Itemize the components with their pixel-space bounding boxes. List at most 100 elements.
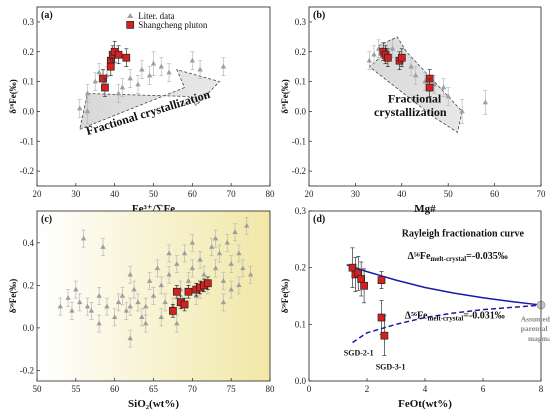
- shangcheng-point: [425, 83, 434, 92]
- x-tick-label: 60: [188, 189, 198, 199]
- liter-data-point: [232, 229, 238, 235]
- liter-data-point: [143, 303, 149, 309]
- liter-data-point: [459, 108, 465, 114]
- curve-solid-label-value: =-0.035‰: [466, 251, 508, 262]
- liter-data-point: [80, 235, 87, 241]
- liter-data-point: [69, 307, 75, 313]
- liter-data-point: [197, 256, 203, 262]
- x-tick-label: 70: [188, 384, 198, 394]
- shangcheng-point: [377, 313, 386, 322]
- liter-data-point: [389, 45, 396, 51]
- liter-data-point: [236, 282, 242, 288]
- y-tick-label: 0.2: [295, 47, 306, 57]
- y-axis-label-d: δ⁵⁶Fe(‰): [280, 279, 290, 314]
- shangcheng-point: [380, 331, 389, 340]
- shangcheng-point: [384, 53, 392, 62]
- y-tick-label: 0.0: [23, 323, 35, 333]
- x-tick-label: 8: [539, 384, 544, 394]
- liter-data-point: [181, 250, 188, 256]
- curve-solid-label-sub: melt-crystal: [430, 255, 466, 263]
- liter-data-point: [209, 244, 215, 249]
- y-tick-label: 0.3: [23, 17, 35, 27]
- x-tick-label: 20: [305, 189, 315, 199]
- x-tick-label: 80: [266, 189, 276, 199]
- liter-data-point: [146, 72, 153, 78]
- shangcheng-point: [106, 62, 115, 71]
- liter-data-point: [77, 299, 83, 305]
- y-tick-label: 0.0: [295, 376, 307, 386]
- liter-data-point: [88, 307, 95, 313]
- panel-c: 50 55 60 65 70 75 80 -0.2 0.0 0.2 0.4 (c) SiO₂(wt%…: [8, 210, 275, 410]
- y-tick-label: 0.4: [23, 238, 35, 248]
- liter-data-point: [236, 250, 242, 256]
- x-tick-label: 50: [33, 384, 43, 394]
- liter-data-point: [166, 271, 172, 277]
- x-tick-label: 0: [307, 384, 312, 394]
- y-tick-label: 0.0: [23, 106, 35, 116]
- liter-data-point: [65, 295, 71, 300]
- x-tick-label: 40: [397, 189, 407, 199]
- liter-data-point: [57, 303, 63, 309]
- rayleigh-curve-solid: [346, 264, 542, 306]
- liter-data-point: [150, 60, 157, 66]
- liter-data-point: [127, 303, 133, 309]
- liter-data-point: [408, 63, 414, 69]
- y-tick-label: 0.2: [23, 280, 34, 290]
- panel-a: 20 30 40 50 60 70 80 -0.2 -0.1 0.0 0.1 0.2 0.3 (a) L…: [8, 6, 275, 215]
- liter-data-point: [127, 271, 133, 277]
- parent-magma-label-1: Assumed: [521, 315, 550, 324]
- liter-data-point: [154, 265, 161, 271]
- panel-d-marks: [348, 247, 546, 356]
- curve-dashed-label-prefix: Δ⁵⁶Fe: [405, 311, 428, 322]
- shangcheng-point: [397, 53, 406, 62]
- x-tick-label: 60: [490, 189, 500, 199]
- liter-data-point: [174, 320, 180, 326]
- liter-data-point: [135, 81, 141, 87]
- liter-data-point: [189, 239, 196, 245]
- panel-label-d: (d): [313, 214, 325, 225]
- x-tick-label: 70: [537, 189, 547, 199]
- liter-data-point: [366, 57, 373, 63]
- shangcheng-point: [360, 281, 368, 290]
- panel-label-c: (c): [41, 214, 52, 225]
- x-tick-label: 30: [351, 189, 361, 199]
- panel-a-ticks: 20 30 40 50 60 70 80 -0.2 -0.1 0.0 0.1 0.2 0.3: [20, 17, 275, 199]
- shangcheng-point: [357, 275, 366, 283]
- liter-data-point: [123, 307, 130, 313]
- shangcheng-point: [101, 83, 109, 92]
- y-tick-label: 0.2: [23, 47, 34, 57]
- rayleigh-curve-title: Rayleigh fractionation curve: [402, 229, 525, 240]
- liter-data-point: [100, 244, 106, 249]
- liter-data-point: [166, 250, 172, 256]
- arrow-shape: [79, 69, 221, 130]
- liter-data-point: [445, 93, 451, 99]
- y-tick-label: -0.2: [20, 166, 34, 176]
- curve-solid-label: Δ⁵⁶Femelt-crystal=-0.035‰: [408, 251, 508, 263]
- liter-data-point: [84, 108, 91, 114]
- liter-data-point: [73, 286, 79, 292]
- panel-c-marks: [57, 217, 254, 348]
- panel-d-ticks: 0 2 4 6 8 0.0 0.1 0.2 0.3: [295, 206, 544, 394]
- x-axis-label-d: FeOt(wt%): [398, 398, 452, 410]
- liter-data-point: [189, 57, 196, 63]
- liter-data-point: [224, 239, 230, 245]
- curve-dashed-label: Δ⁵⁶Femelt-crystal=-0.031‰: [405, 311, 505, 323]
- liter-data-point: [220, 299, 227, 305]
- liter-data-point: [212, 235, 219, 241]
- liter-data-point: [189, 265, 196, 271]
- panel-label-b: (b): [313, 10, 325, 21]
- liter-data-point: [212, 265, 219, 271]
- x-axis-label-c: SiO₂(wt%): [128, 398, 179, 410]
- liter-data-point: [166, 69, 172, 75]
- liter-data-point: [131, 286, 137, 292]
- liter-data-point: [440, 84, 447, 90]
- shangcheng-point: [169, 307, 177, 315]
- legend-label-liter: Liter. data: [138, 11, 174, 21]
- y-axis-label-a: δ⁵⁶Fe(‰): [8, 79, 18, 114]
- liter-data-point: [104, 303, 110, 309]
- panel-b-frame: [308, 6, 542, 187]
- shangcheng-point: [184, 287, 193, 296]
- curve-dashed-label-sub: melt-crystal: [428, 315, 464, 323]
- legend-triangle-marker: [127, 12, 134, 18]
